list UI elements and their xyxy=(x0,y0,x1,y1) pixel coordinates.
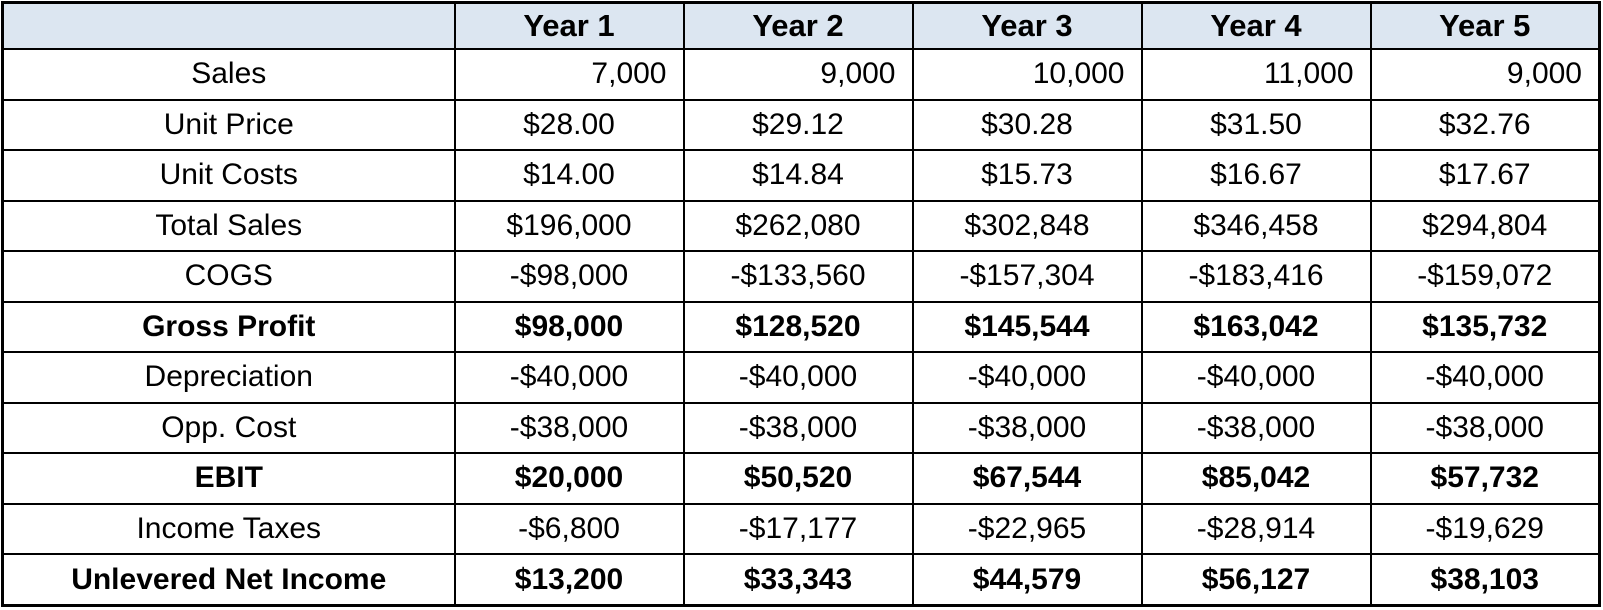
cell-year-2: $262,080 xyxy=(682,199,914,253)
cell-year-3: -$40,000 xyxy=(911,351,1143,404)
row-label: COGS xyxy=(1,250,456,303)
cell-year-3: $15.73 xyxy=(911,149,1143,202)
row-label: EBIT xyxy=(1,452,456,505)
cell-year-5: $17.67 xyxy=(1369,149,1601,202)
cell-year-1: $14.00 xyxy=(453,149,685,202)
table-row: Gross Profit $98,000 $128,520 $145,544 $… xyxy=(1,300,1601,354)
cell-year-4: 11,000 xyxy=(1140,48,1372,101)
cell-year-5: -$38,000 xyxy=(1369,401,1601,455)
cell-year-4: -$28,914 xyxy=(1140,502,1372,556)
cell-year-2: $50,520 xyxy=(682,452,914,505)
cell-year-3: $145,544 xyxy=(911,300,1143,354)
cell-year-2: -$133,560 xyxy=(682,250,914,303)
cell-year-5: $32.76 xyxy=(1369,98,1601,152)
cell-year-2: 9,000 xyxy=(682,48,914,101)
cell-year-5: 9,000 xyxy=(1369,48,1601,101)
cell-year-2: -$17,177 xyxy=(682,502,914,556)
cell-year-5: $294,804 xyxy=(1369,199,1601,253)
cell-year-4: $16.67 xyxy=(1140,149,1372,202)
cell-year-3: $44,579 xyxy=(911,553,1143,607)
cell-year-2: $29.12 xyxy=(682,98,914,152)
row-label: Gross Profit xyxy=(1,300,456,354)
row-label: Unit Price xyxy=(1,98,456,152)
cell-year-1: $196,000 xyxy=(453,199,685,253)
cell-year-1: $13,200 xyxy=(453,553,685,607)
cell-year-3: -$38,000 xyxy=(911,401,1143,455)
cell-year-3: 10,000 xyxy=(911,48,1143,101)
corner-cell xyxy=(1,1,456,50)
cell-year-4: -$38,000 xyxy=(1140,401,1372,455)
table-row: Opp. Cost -$38,000 -$38,000 -$38,000 -$3… xyxy=(1,401,1601,455)
cell-year-3: $30.28 xyxy=(911,98,1143,152)
table-header: Year 1 Year 2 Year 3 Year 4 Year 5 xyxy=(1,1,1601,50)
cell-year-2: $128,520 xyxy=(682,300,914,354)
cell-year-3: -$22,965 xyxy=(911,502,1143,556)
cell-year-1: $20,000 xyxy=(453,452,685,505)
table-row: Depreciation -$40,000 -$40,000 -$40,000 … xyxy=(1,351,1601,404)
row-label: Opp. Cost xyxy=(1,401,456,455)
cell-year-3: $67,544 xyxy=(911,452,1143,505)
table-body: Sales 7,000 9,000 10,000 11,000 9,000 Un… xyxy=(1,48,1601,607)
row-label: Unit Costs xyxy=(1,149,456,202)
cell-year-5: -$19,629 xyxy=(1369,502,1601,556)
cell-year-5: -$159,072 xyxy=(1369,250,1601,303)
table-row: Total Sales $196,000 $262,080 $302,848 $… xyxy=(1,199,1601,253)
cell-year-4: $85,042 xyxy=(1140,452,1372,505)
table-row: Unit Price $28.00 $29.12 $30.28 $31.50 $… xyxy=(1,98,1601,152)
row-label: Unlevered Net Income xyxy=(1,553,456,607)
column-header-year-1: Year 1 xyxy=(453,1,685,50)
row-label: Sales xyxy=(1,48,456,101)
table-row: EBIT $20,000 $50,520 $67,544 $85,042 $57… xyxy=(1,452,1601,505)
cell-year-4: $56,127 xyxy=(1140,553,1372,607)
cell-year-1: $98,000 xyxy=(453,300,685,354)
row-label: Total Sales xyxy=(1,199,456,253)
cell-year-2: -$38,000 xyxy=(682,401,914,455)
cell-year-4: $163,042 xyxy=(1140,300,1372,354)
table-row: Unit Costs $14.00 $14.84 $15.73 $16.67 $… xyxy=(1,149,1601,202)
cell-year-4: -$183,416 xyxy=(1140,250,1372,303)
cell-year-5: $57,732 xyxy=(1369,452,1601,505)
row-label: Income Taxes xyxy=(1,502,456,556)
table-row: Sales 7,000 9,000 10,000 11,000 9,000 xyxy=(1,48,1601,101)
cell-year-1: -$98,000 xyxy=(453,250,685,303)
table-row: Unlevered Net Income $13,200 $33,343 $44… xyxy=(1,553,1601,607)
column-header-year-2: Year 2 xyxy=(682,1,914,50)
cell-year-2: $14.84 xyxy=(682,149,914,202)
row-label: Depreciation xyxy=(1,351,456,404)
cell-year-4: -$40,000 xyxy=(1140,351,1372,404)
cell-year-1: 7,000 xyxy=(453,48,685,101)
cell-year-1: -$38,000 xyxy=(453,401,685,455)
cell-year-2: $33,343 xyxy=(682,553,914,607)
cell-year-5: $38,103 xyxy=(1369,553,1601,607)
cell-year-3: $302,848 xyxy=(911,199,1143,253)
cell-year-5: -$40,000 xyxy=(1369,351,1601,404)
cell-year-2: -$40,000 xyxy=(682,351,914,404)
cell-year-4: $346,458 xyxy=(1140,199,1372,253)
cell-year-3: -$157,304 xyxy=(911,250,1143,303)
cell-year-5: $135,732 xyxy=(1369,300,1601,354)
cell-year-1: -$40,000 xyxy=(453,351,685,404)
cell-year-1: $28.00 xyxy=(453,98,685,152)
column-header-year-5: Year 5 xyxy=(1369,1,1601,50)
column-header-year-4: Year 4 xyxy=(1140,1,1372,50)
cell-year-1: -$6,800 xyxy=(453,502,685,556)
cell-year-4: $31.50 xyxy=(1140,98,1372,152)
column-header-year-3: Year 3 xyxy=(911,1,1143,50)
table-row: COGS -$98,000 -$133,560 -$157,304 -$183,… xyxy=(1,250,1601,303)
table-row: Income Taxes -$6,800 -$17,177 -$22,965 -… xyxy=(1,502,1601,556)
header-row: Year 1 Year 2 Year 3 Year 4 Year 5 xyxy=(1,1,1601,50)
